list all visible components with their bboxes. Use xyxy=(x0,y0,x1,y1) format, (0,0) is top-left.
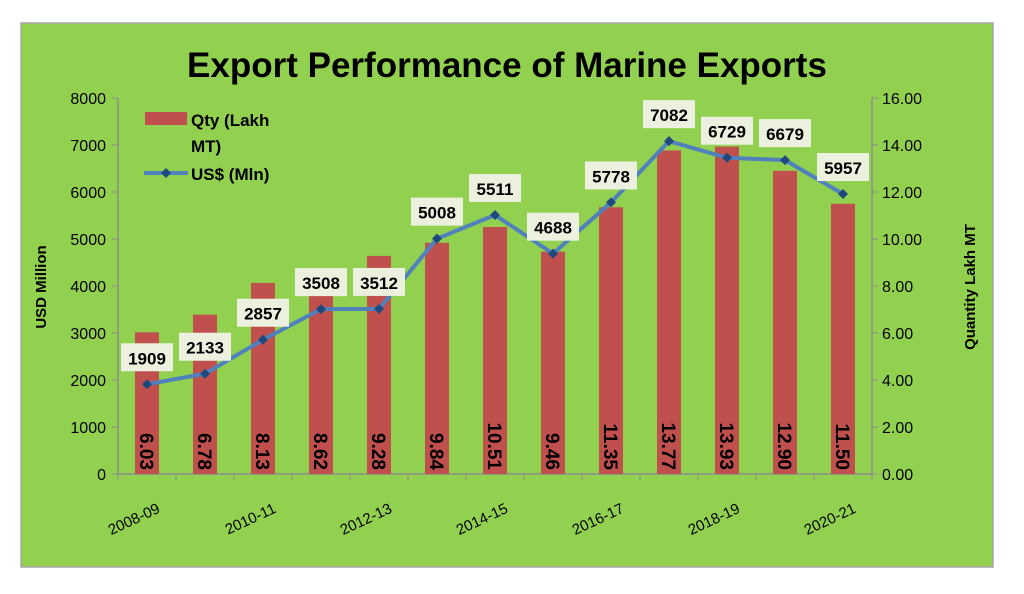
bar xyxy=(541,251,565,474)
line-label-box xyxy=(353,267,405,296)
y-tick-label: 7000 xyxy=(70,138,106,155)
line-label-box xyxy=(121,343,173,372)
bar-value-label: 13.77 xyxy=(657,422,678,470)
line-marker xyxy=(548,248,558,259)
bar-value-label: 9.46 xyxy=(541,433,562,470)
y2-tick-label: 6.00 xyxy=(882,326,913,343)
bar-value-label: 10.51 xyxy=(483,422,504,470)
line-marker xyxy=(780,155,790,166)
y2-tick-label: 4.00 xyxy=(882,373,913,390)
line-marker xyxy=(142,379,152,390)
legend: Qty (Lakh MT) US$ (Mln) xyxy=(144,111,269,184)
line-value-label: 5511 xyxy=(477,180,514,199)
line-value-label: 5957 xyxy=(824,159,862,178)
line-marker xyxy=(258,334,268,345)
y2-tick-label: 8.00 xyxy=(882,279,913,296)
line-value-label: 6679 xyxy=(766,125,804,144)
line-marker xyxy=(374,303,384,314)
y2-tick-label: 10.00 xyxy=(882,232,922,249)
line-label-box xyxy=(759,119,811,148)
line-label-box xyxy=(295,268,347,297)
line-label-box xyxy=(411,197,463,226)
y-tick-label: 0 xyxy=(97,467,106,484)
y-tick-label: 6000 xyxy=(70,185,106,202)
line-value-label: 2133 xyxy=(186,339,224,358)
bar xyxy=(773,170,797,474)
line-marker xyxy=(606,197,616,208)
y-tick-label: 3000 xyxy=(70,326,106,343)
bar-value-label: 6.03 xyxy=(135,433,156,470)
line-value-label: 3512 xyxy=(360,274,398,293)
y2-axis-label: Quantity Lakh MT xyxy=(962,224,979,350)
bar xyxy=(831,203,855,474)
bar xyxy=(483,227,507,474)
bar-value-label: 11.50 xyxy=(831,424,852,471)
axes: 0 1000 2000 3000 4000 5000 6000 7000 8000 0.00 2.0… xyxy=(70,91,922,539)
line-value-label: 2857 xyxy=(244,305,282,324)
legend-diamond-marker xyxy=(161,168,171,178)
line-series xyxy=(142,136,848,390)
line-value-label: 3508 xyxy=(302,274,340,293)
y2-tick-label: 2.00 xyxy=(882,420,913,437)
legend-label-qty-line2: MT) xyxy=(191,137,221,156)
line-value-label: 5008 xyxy=(418,204,456,223)
bar-value-label: 9.28 xyxy=(367,433,388,470)
line-label-box xyxy=(527,212,579,241)
line-marker xyxy=(838,189,848,200)
line-marker xyxy=(432,233,442,244)
line-marker xyxy=(200,368,210,379)
y-tick-label: 8000 xyxy=(70,91,106,108)
chart-title: Export Performance of Marine Exports xyxy=(187,46,827,85)
bar-value-label: 11.35 xyxy=(599,424,620,471)
bar xyxy=(425,242,449,474)
line-label-box xyxy=(701,116,753,145)
y-axis-label: USD Million xyxy=(33,245,50,328)
legend-label-usd: US$ (Mln) xyxy=(191,165,269,184)
line-value-label: 4688 xyxy=(534,219,572,238)
line-label-box xyxy=(469,173,521,202)
bar xyxy=(599,207,623,474)
y-tick-label: 2000 xyxy=(70,373,106,390)
bar-value-label: 6.78 xyxy=(193,433,214,470)
line-label-box xyxy=(817,153,869,182)
y2-tick-label: 12.00 xyxy=(882,185,922,202)
line-marker xyxy=(316,304,326,315)
bar-value-label: 13.93 xyxy=(715,422,736,470)
bar xyxy=(657,150,681,474)
line-value-label: 6729 xyxy=(708,123,746,142)
line-marker xyxy=(490,209,500,220)
data-labels: 6.03 6.78 8.13 8.62 9.28 9.84 10.51 9.46 11.35 13… xyxy=(121,100,869,470)
y-tick-label: 5000 xyxy=(70,232,106,249)
y2-tick-label: 16.00 xyxy=(882,91,922,108)
line-value-label: 7082 xyxy=(650,106,688,125)
y2-tick-label: 0.00 xyxy=(882,467,913,484)
bar-value-label: 12.90 xyxy=(773,422,794,470)
line-label-box xyxy=(237,298,289,327)
line-value-label: 5778 xyxy=(592,167,630,186)
bar-value-label: 8.62 xyxy=(309,433,330,470)
y2-tick-label: 14.00 xyxy=(882,138,922,155)
line-label-box xyxy=(585,161,637,190)
line-marker xyxy=(722,152,732,163)
y-tick-label: 1000 xyxy=(70,420,106,437)
legend-label-qty-line1: Qty (Lakh xyxy=(191,111,269,130)
bar-value-label: 9.84 xyxy=(425,433,446,470)
bar xyxy=(715,146,739,474)
line-value-label: 1909 xyxy=(128,349,166,368)
bar-value-label: 8.13 xyxy=(251,433,272,470)
y-tick-label: 4000 xyxy=(70,279,106,296)
line-marker xyxy=(664,136,674,147)
line-label-box xyxy=(179,332,231,361)
legend-bar-swatch xyxy=(145,112,187,125)
line-label-box xyxy=(643,100,695,129)
